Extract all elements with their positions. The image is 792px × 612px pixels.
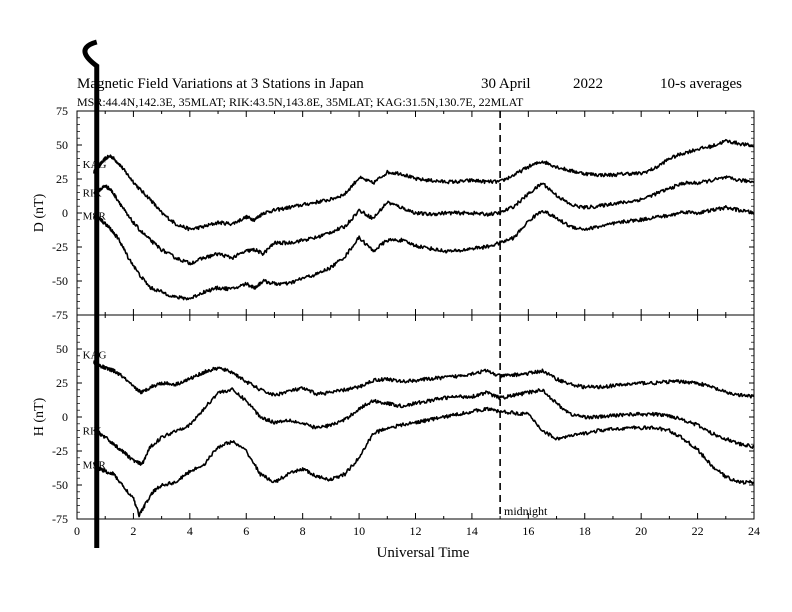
d-panel-ylabel: D (nT) [32, 193, 47, 232]
y-tick-label: 75 [56, 104, 68, 118]
y-tick-label: 25 [56, 172, 68, 186]
x-tick-label: 14 [466, 524, 478, 538]
series-line-rik-h [93, 387, 755, 466]
midnight-annotation: midnight [504, 504, 548, 518]
x-tick-label: 20 [635, 524, 647, 538]
series-line-kag-d [93, 138, 755, 232]
x-tick-label: 2 [130, 524, 136, 538]
series-line-msr-h [93, 406, 755, 518]
series-label-msr: MSR [83, 211, 107, 223]
h-panel-ylabel: H (nT) [32, 397, 47, 436]
y-tick-label: -50 [52, 274, 68, 288]
axes-layer [76, 110, 755, 520]
y-tick-label: 0 [62, 410, 68, 424]
y-tick-label: -25 [52, 444, 68, 458]
x-tick-label: 4 [187, 524, 193, 538]
series-line-kag-h [93, 360, 755, 399]
stations-subtitle: MSR:44.4N,142.3E, 35MLAT; RIK:43.5N,143.… [77, 95, 524, 109]
y-tick-label: 0 [62, 206, 68, 220]
series-layer [82, 39, 755, 548]
chart-year: 2022 [573, 76, 603, 92]
y-tick-label: 50 [56, 138, 68, 152]
series-line-rik-d [93, 175, 755, 266]
x-tick-label: 16 [522, 524, 534, 538]
x-tick-label: 6 [243, 524, 249, 538]
h-panel-frame [76, 314, 755, 520]
x-tick-label: 24 [748, 524, 760, 538]
x-tick-label: 12 [410, 524, 422, 538]
series-label-kag: KAG [83, 350, 107, 362]
series-label-msr: MSR [83, 460, 107, 472]
series-label-rik: RIK [83, 426, 102, 438]
series-line-msr-d [93, 205, 755, 301]
series-label-rik: RIK [83, 188, 102, 200]
x-tick-label: 18 [579, 524, 591, 538]
text-layer: Magnetic Field Variations at 3 Stations … [32, 76, 760, 561]
plot-artifact-line [82, 39, 100, 548]
y-tick-label: -75 [52, 308, 68, 322]
y-tick-label: -25 [52, 240, 68, 254]
x-tick-label: 10 [353, 524, 365, 538]
y-tick-label: -50 [52, 478, 68, 492]
chart-date: 30 April [481, 76, 531, 92]
y-tick-label: -75 [52, 512, 68, 526]
chart-averaging: 10-s averages [660, 76, 742, 92]
x-axis-label: Universal Time [377, 545, 470, 561]
chart-title: Magnetic Field Variations at 3 Stations … [77, 76, 364, 92]
x-tick-label: 22 [692, 524, 704, 538]
y-tick-label: 50 [56, 342, 68, 356]
x-tick-label: 8 [300, 524, 306, 538]
x-tick-label: 0 [74, 524, 80, 538]
series-label-kag: KAG [83, 159, 107, 171]
y-tick-label: 25 [56, 376, 68, 390]
